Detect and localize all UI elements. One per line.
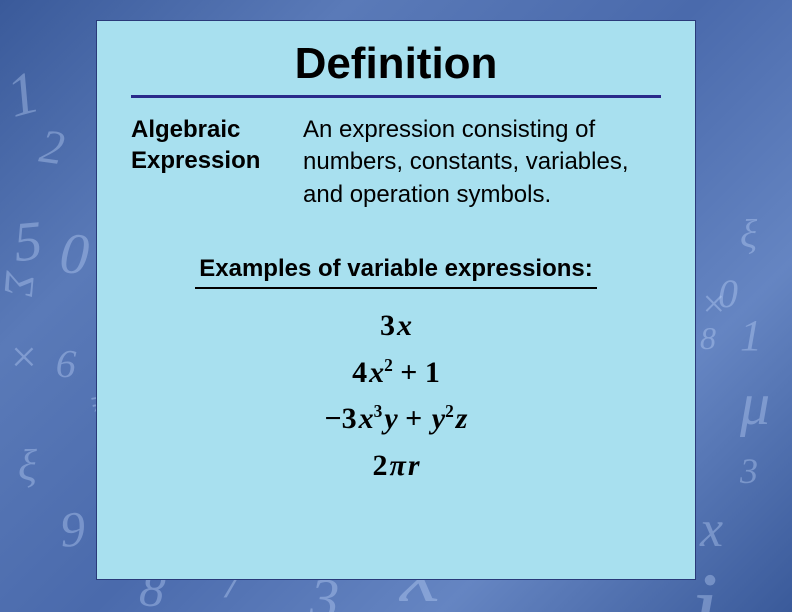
bg-glyph: ξ (740, 210, 757, 257)
expression-3: −3x3y + y2z (131, 396, 661, 443)
term-line-1: Algebraic (131, 116, 240, 143)
bg-glyph: × (8, 330, 39, 383)
bg-glyph: 8 (700, 320, 716, 357)
bg-glyph: 1 (0, 57, 46, 131)
expression-list: 3x 4x2 + 1 −3x3y + y2z 2πr (131, 303, 661, 489)
term-label: Algebraic Expression (131, 114, 281, 211)
definition-row: Algebraic Expression An expression consi… (131, 114, 661, 211)
bg-glyph: 0 (58, 219, 92, 288)
bg-glyph: 2 (36, 119, 67, 177)
examples-section: Examples of variable expressions: 3x 4x2… (131, 255, 661, 489)
definition-text: An expression consisting of numbers, con… (303, 114, 661, 211)
expression-1: 3x (131, 303, 661, 350)
bg-glyph: ξ (18, 440, 37, 491)
card-title: Definition (131, 39, 661, 89)
examples-heading: Examples of variable expressions: (195, 255, 597, 289)
bg-glyph: 3 (740, 450, 758, 492)
bg-glyph: Σ (0, 269, 43, 298)
bg-glyph: 0 (718, 270, 738, 317)
bg-glyph: × (700, 280, 727, 327)
bg-glyph: μ (740, 370, 770, 439)
bg-glyph: 6 (55, 340, 77, 388)
expression-4: 2πr (131, 443, 661, 490)
title-rule (131, 95, 661, 98)
term-line-2: Expression (131, 147, 260, 174)
definition-card: Definition Algebraic Expression An expre… (96, 20, 696, 580)
bg-glyph: 9 (58, 499, 87, 559)
bg-glyph: 5 (11, 209, 44, 275)
expression-2: 4x2 + 1 (131, 350, 661, 397)
bg-glyph: x (700, 500, 723, 559)
bg-glyph: 1 (740, 310, 762, 361)
